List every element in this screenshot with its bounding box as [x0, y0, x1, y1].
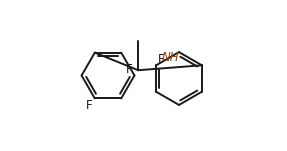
Text: F: F: [126, 63, 133, 76]
Text: F: F: [158, 53, 165, 66]
Text: NH: NH: [161, 51, 179, 64]
Text: F: F: [86, 100, 93, 112]
